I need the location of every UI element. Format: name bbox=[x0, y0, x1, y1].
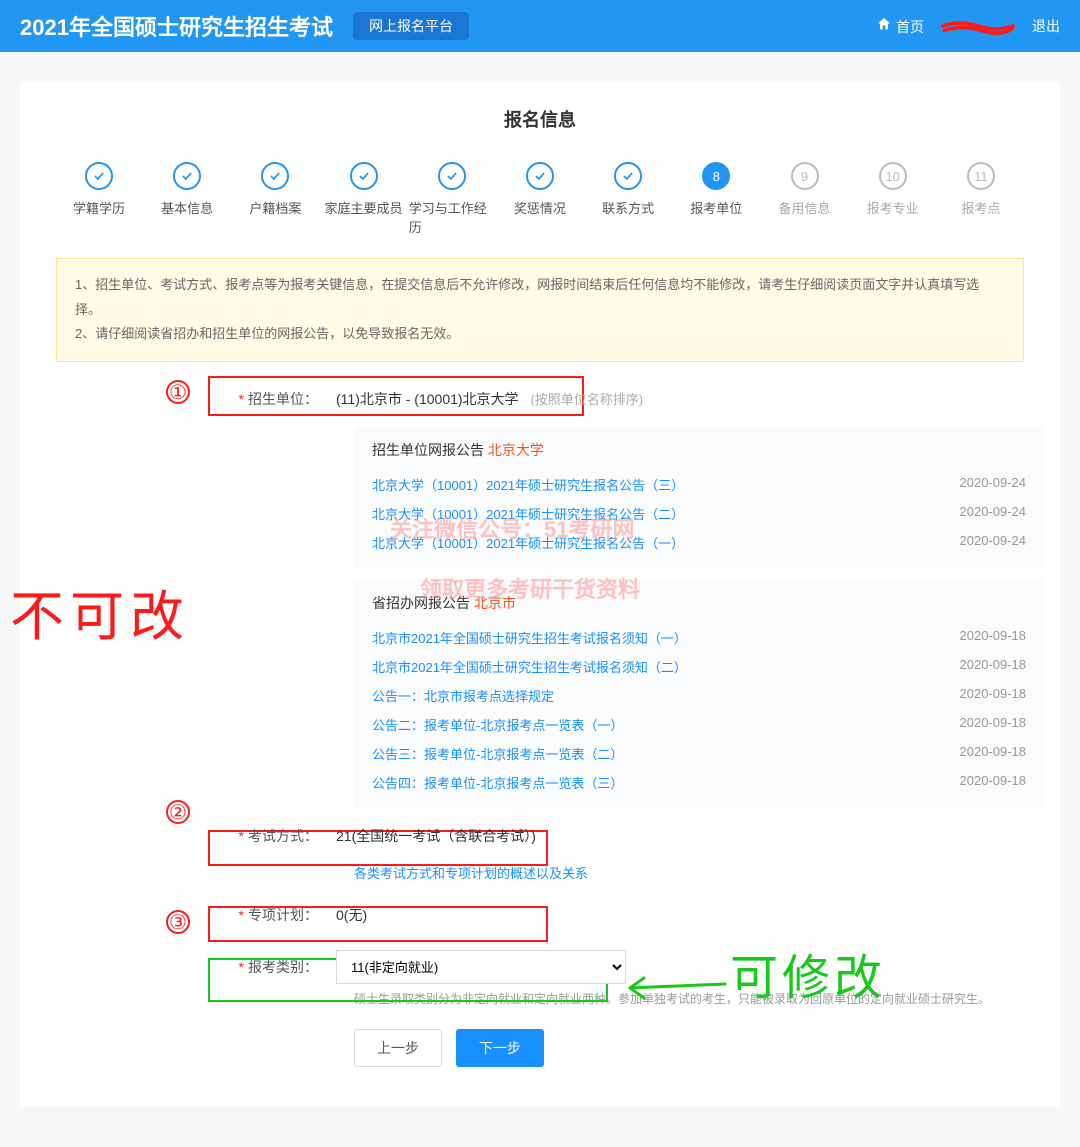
step-circle bbox=[614, 162, 642, 190]
notice-date: 2020-09-24 bbox=[960, 533, 1027, 552]
notice-item: 公告四：报考单位-北京报考点一览表（三） 2020-09-18 bbox=[372, 768, 1026, 797]
header-title: 2021年全国硕士研究生招生考试 bbox=[20, 10, 333, 42]
step-label: 报考点 bbox=[961, 198, 1000, 217]
step-label: 报考专业 bbox=[867, 198, 919, 217]
step-circle bbox=[173, 162, 201, 190]
notice-item: 北京大学（10001）2021年硕士研究生报名公告（一） 2020-09-24 bbox=[372, 528, 1026, 557]
step-circle: 9 bbox=[791, 162, 819, 190]
step-奖惩情况: 奖惩情况 bbox=[497, 162, 583, 236]
notice-link[interactable]: 北京大学（10001）2021年硕士研究生报名公告（三） bbox=[372, 475, 684, 494]
notice-item: 北京大学（10001）2021年硕士研究生报名公告（三） 2020-09-24 bbox=[372, 470, 1026, 499]
step-label: 奖惩情况 bbox=[514, 198, 566, 217]
notice-item: 公告三：报考单位-北京报考点一览表（二） 2020-09-18 bbox=[372, 739, 1026, 768]
notice-link[interactable]: 公告二：报考单位-北京报考点一览表（一） bbox=[372, 715, 623, 734]
step-circle bbox=[438, 162, 466, 190]
prov-notice-block: 省招办网报公告 北京市 北京市2021年全国硕士研究生招生考试报名须知（一） 20… bbox=[354, 579, 1044, 807]
step-户籍档案: 户籍档案 bbox=[232, 162, 318, 236]
step-label: 报考单位 bbox=[690, 198, 742, 217]
logout-link[interactable]: 退出 bbox=[1032, 16, 1060, 36]
exam-type-link[interactable]: 各类考试方式和专项计划的概述以及关系 bbox=[354, 866, 588, 881]
notice-date: 2020-09-18 bbox=[960, 744, 1027, 763]
step-联系方式: 联系方式 bbox=[585, 162, 671, 236]
step-label: 基本信息 bbox=[161, 198, 213, 217]
home-icon bbox=[876, 16, 892, 32]
notice-link[interactable]: 公告三：报考单位-北京报考点一览表（二） bbox=[372, 744, 623, 763]
notice-link[interactable]: 公告四：报考单位-北京报考点一览表（三） bbox=[372, 773, 623, 792]
step-label: 户籍档案 bbox=[249, 198, 301, 217]
notice-date: 2020-09-18 bbox=[960, 657, 1027, 676]
step-circle bbox=[261, 162, 289, 190]
warning-line: 1、招生单位、考试方式、报考点等为报考关键信息，在提交信息后不允许修改，网报时间… bbox=[75, 273, 1005, 322]
notice-date: 2020-09-18 bbox=[960, 773, 1027, 792]
select-category[interactable]: 11(非定向就业) bbox=[336, 950, 626, 984]
app-header: 2021年全国硕士研究生招生考试 网上报名平台 首页 退出 bbox=[0, 0, 1080, 52]
step-备用信息: 9 备用信息 bbox=[762, 162, 848, 236]
notice-item: 北京大学（10001）2021年硕士研究生报名公告（二） 2020-09-24 bbox=[372, 499, 1026, 528]
notice-date: 2020-09-24 bbox=[960, 504, 1027, 523]
step-indicator: 学籍学历 基本信息 户籍档案 家庭主要成员学习与工作经历奖惩情况 联系方式 8 报考单位 9 备… bbox=[20, 162, 1060, 236]
step-circle: 11 bbox=[967, 162, 995, 190]
notice-date: 2020-09-18 bbox=[960, 715, 1027, 734]
header-right: 首页 退出 bbox=[876, 16, 1060, 37]
row-unit: *招生单位： (11)北京市 - (10001)北京大学 (按照单位名称排序) bbox=[56, 382, 1024, 416]
warning-line: 2、请仔细阅读省招办和招生单位的网报公告，以免导致报名无效。 bbox=[75, 322, 1005, 347]
step-报考点: 11 报考点 bbox=[938, 162, 1024, 236]
notice-link[interactable]: 公告一：北京市报考点选择规定 bbox=[372, 686, 554, 705]
annotation-text-locked: 不可改 bbox=[10, 572, 190, 651]
step-circle: 10 bbox=[879, 162, 907, 190]
unit-notice-block: 招生单位网报公告 北京大学 北京大学（10001）2021年硕士研究生报名公告（… bbox=[354, 426, 1044, 567]
step-circle: 8 bbox=[702, 162, 730, 190]
notice-date: 2020-09-24 bbox=[960, 475, 1027, 494]
home-link[interactable]: 首页 bbox=[876, 16, 924, 37]
notice-date: 2020-09-18 bbox=[960, 628, 1027, 647]
step-circle bbox=[85, 162, 113, 190]
notice-link[interactable]: 北京大学（10001）2021年硕士研究生报名公告（二） bbox=[372, 504, 684, 523]
notice-item: 北京市2021年全国硕士研究生招生考试报名须知（一） 2020-09-18 bbox=[372, 623, 1026, 652]
header-badge: 网上报名平台 bbox=[353, 12, 469, 40]
notice-link[interactable]: 北京大学（10001）2021年硕士研究生报名公告（一） bbox=[372, 533, 684, 552]
label-plan: *专项计划： bbox=[56, 898, 336, 932]
notice-date: 2020-09-18 bbox=[960, 686, 1027, 705]
label-unit: *招生单位： bbox=[56, 382, 336, 416]
step-circle bbox=[350, 162, 378, 190]
form-area: ① *招生单位： (11)北京市 - (10001)北京大学 (按照单位名称排序… bbox=[20, 382, 1060, 1067]
notice-link[interactable]: 北京市2021年全国硕士研究生招生考试报名须知（二） bbox=[372, 657, 687, 676]
page-title: 报名信息 bbox=[20, 106, 1060, 132]
step-label: 学籍学历 bbox=[73, 198, 125, 217]
content-panel: 报名信息 学籍学历 基本信息 户籍档案 家庭主要成员学习与工作经历奖惩情况 联系方式 8 报… bbox=[20, 82, 1060, 1107]
prov-notice-head: 省招办网报公告 北京市 bbox=[372, 593, 1026, 613]
step-label: 学习与工作经历 bbox=[409, 198, 495, 236]
row-category: *报考类别： 11(非定向就业) bbox=[56, 950, 1024, 984]
button-row: 上一步 下一步 bbox=[354, 1029, 1024, 1067]
step-label: 备用信息 bbox=[778, 198, 830, 217]
row-plan: *专项计划： 0(无) bbox=[56, 898, 1024, 932]
next-button[interactable]: 下一步 bbox=[456, 1029, 544, 1067]
step-报考单位: 8 报考单位 bbox=[673, 162, 759, 236]
step-基本信息: 基本信息 bbox=[144, 162, 230, 236]
redacted-user-scribble bbox=[938, 17, 1018, 35]
step-家庭主要成员: 家庭主要成员 bbox=[321, 162, 407, 236]
step-label: 家庭主要成员 bbox=[325, 198, 403, 217]
notice-item: 公告二：报考单位-北京报考点一览表（一） 2020-09-18 bbox=[372, 710, 1026, 739]
step-学习与工作经历: 学习与工作经历 bbox=[409, 162, 495, 236]
value-plan: 0(无) bbox=[336, 898, 367, 932]
label-exam: *考试方式： bbox=[56, 819, 336, 853]
notice-item: 公告一：北京市报考点选择规定 2020-09-18 bbox=[372, 681, 1026, 710]
notice-link[interactable]: 北京市2021年全国硕士研究生招生考试报名须知（一） bbox=[372, 628, 687, 647]
warning-box: 1、招生单位、考试方式、报考点等为报考关键信息，在提交信息后不允许修改，网报时间… bbox=[56, 258, 1024, 362]
value-exam: 21(全国统一考试（含联合考试）) bbox=[336, 819, 536, 853]
unit-notice-head: 招生单位网报公告 北京大学 bbox=[372, 440, 1026, 460]
home-label: 首页 bbox=[896, 19, 924, 35]
step-报考专业: 10 报考专业 bbox=[850, 162, 936, 236]
step-label: 联系方式 bbox=[602, 198, 654, 217]
page-body: 报名信息 学籍学历 基本信息 户籍档案 家庭主要成员学习与工作经历奖惩情况 联系方式 8 报… bbox=[0, 52, 1080, 1147]
notice-item: 北京市2021年全国硕士研究生招生考试报名须知（二） 2020-09-18 bbox=[372, 652, 1026, 681]
value-unit: (11)北京市 - (10001)北京大学 (按照单位名称排序) bbox=[336, 382, 643, 416]
exam-link-row: 各类考试方式和专项计划的概述以及关系 bbox=[354, 863, 1024, 882]
row-exam: *考试方式： 21(全国统一考试（含联合考试）) bbox=[56, 819, 1024, 853]
step-学籍学历: 学籍学历 bbox=[56, 162, 142, 236]
step-circle bbox=[526, 162, 554, 190]
label-category: *报考类别： bbox=[56, 950, 336, 984]
prev-button[interactable]: 上一步 bbox=[354, 1029, 442, 1067]
